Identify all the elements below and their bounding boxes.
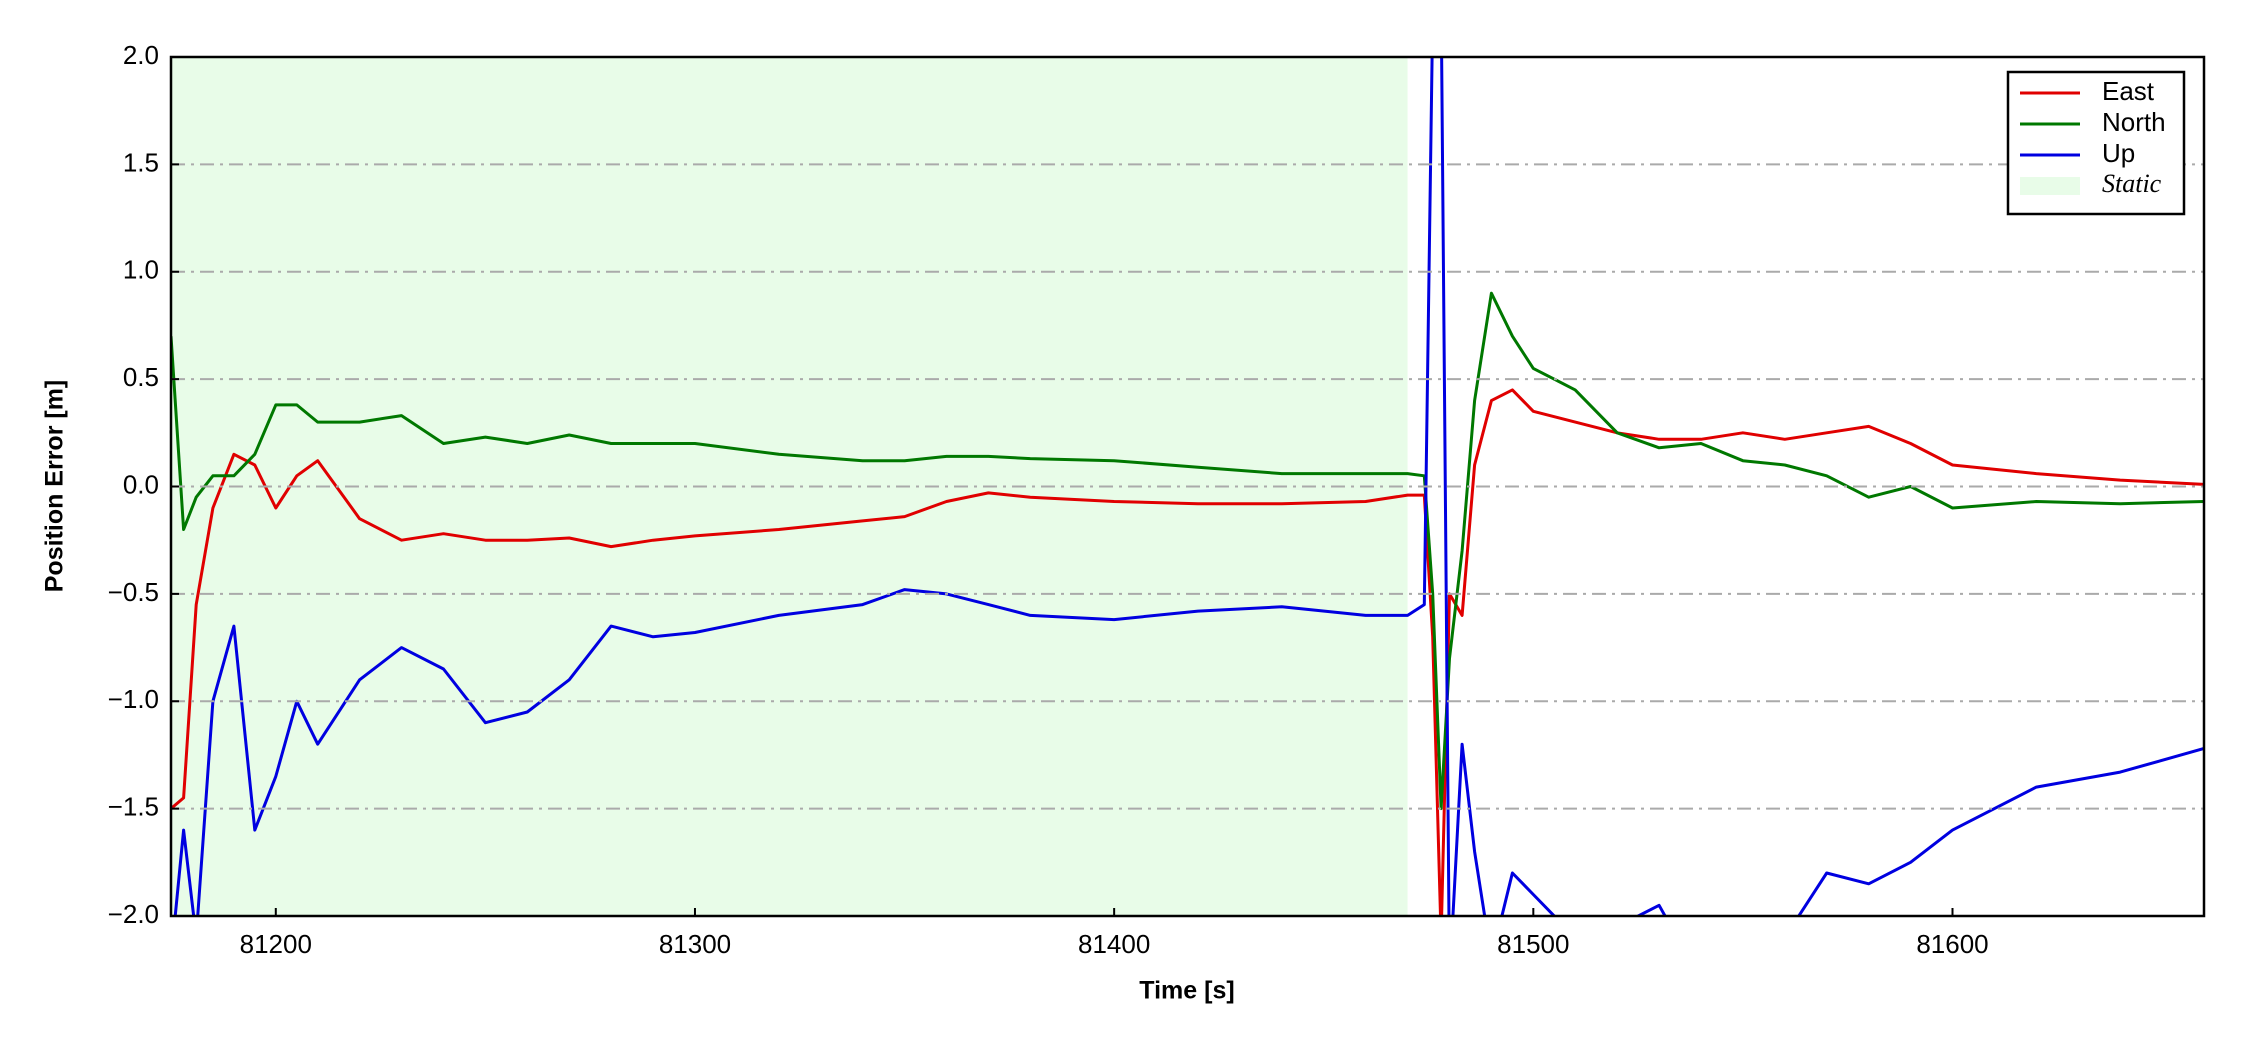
y-tick-label: 0.0 [123, 469, 159, 499]
x-tick-label: 81500 [1497, 929, 1569, 959]
legend-box [2006, 70, 2186, 216]
x-tick-label: 81200 [240, 929, 312, 959]
y-tick-label: 2.0 [123, 40, 159, 70]
legend-label: Up [2102, 138, 2135, 168]
series-line [173, 57, 2204, 916]
y-tick-label: 0.5 [123, 362, 159, 392]
y-tick-label: −0.5 [108, 577, 159, 607]
y-tick-label: −2.0 [108, 899, 159, 929]
y-tick-label: 1.0 [123, 255, 159, 285]
y-tick-label: −1.5 [108, 792, 159, 822]
y-tick-label: 1.5 [123, 147, 159, 177]
x-tick-label: 81400 [1078, 929, 1150, 959]
x-tick-label: 81600 [1916, 929, 1988, 959]
y-axis-label: Position Error [m] [41, 380, 69, 593]
legend-label: Static [2102, 169, 2162, 198]
y-tick-label: −1.0 [108, 684, 159, 714]
x-axis-label: Time [s] [1139, 977, 1234, 1005]
legend-label: East [2102, 76, 2155, 106]
plot-area [171, 57, 2204, 916]
series-line [171, 291, 2204, 811]
x-tick-label: 81300 [659, 929, 731, 959]
legend-swatch [2020, 177, 2080, 195]
plot-frame [169, 55, 2206, 918]
series-line [171, 388, 2204, 916]
legend-label: North [2102, 107, 2166, 137]
